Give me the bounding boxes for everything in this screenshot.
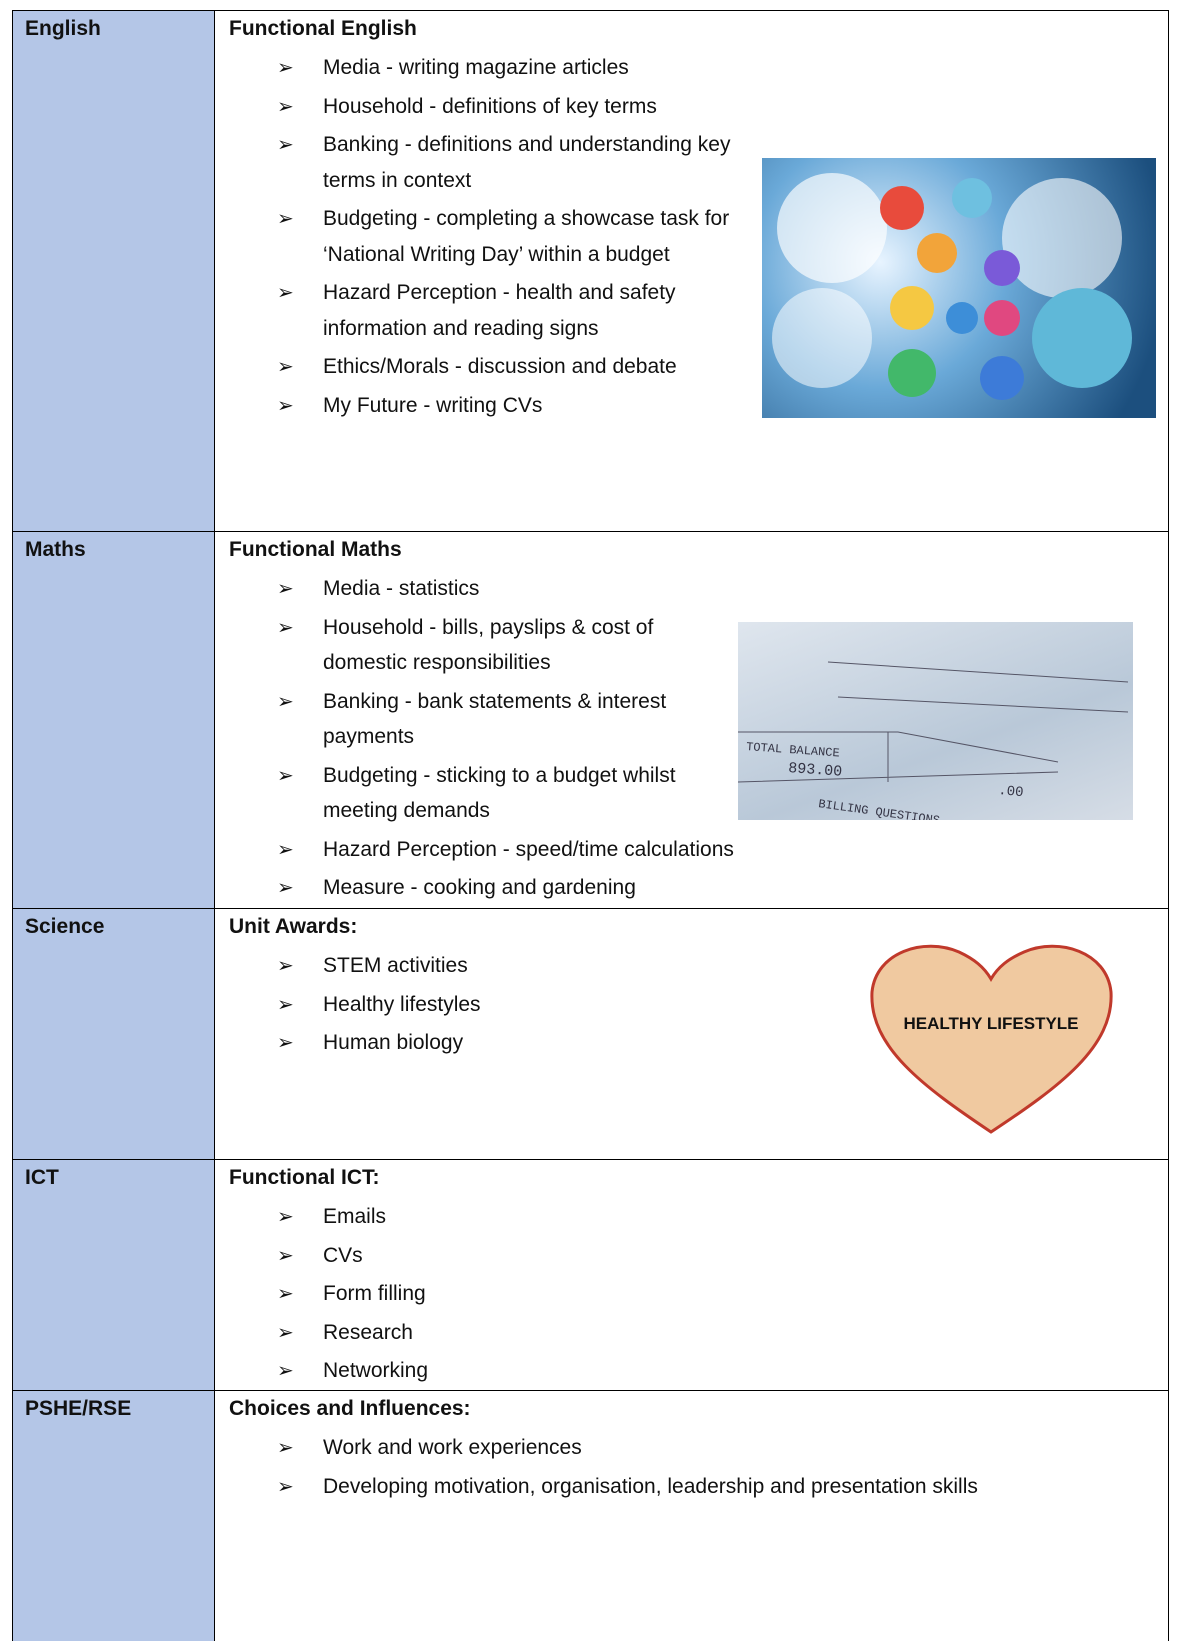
subject-cell: English <box>12 11 215 531</box>
content-cell: Functional English Media - writing magazi… <box>215 11 1169 531</box>
bullet-item: Emails <box>229 1199 1156 1235</box>
bullet-item: Hazard Perception - health and safety in… <box>229 275 1156 346</box>
bullet-item: Budgeting - completing a showcase task f… <box>229 201 1156 272</box>
bullet-item: Hazard Perception - speed/time calculati… <box>229 832 1156 868</box>
bullet-item: Banking - definitions and understanding … <box>229 127 1156 198</box>
content-cell: Functional ICT: EmailsCVsForm fillingRese… <box>215 1160 1169 1390</box>
bullet-list: STEM activitiesHealthy lifestylesHuman b… <box>229 948 1156 1061</box>
bullet-item: Healthy lifestyles <box>229 987 1156 1023</box>
section-heading: Functional Maths <box>229 538 402 561</box>
bullet-item: Budgeting - sticking to a budget whilst … <box>229 758 1156 829</box>
bullet-item: Networking <box>229 1353 1156 1389</box>
subject-cell: Maths <box>12 532 215 908</box>
bullet-list: EmailsCVsForm fillingResearchNetworking <box>229 1199 1156 1389</box>
bullet-item: Research <box>229 1315 1156 1351</box>
bullet-item: STEM activities <box>229 948 1156 984</box>
content-cell: Unit Awards:HEALTHY LIFESTYLESTEM activi… <box>215 909 1169 1159</box>
document-table: English Functional English Media - writing… <box>12 10 1169 1641</box>
bullet-item: Household - definitions of key terms <box>229 89 1156 125</box>
bullet-item: Developing motivation, organisation, lea… <box>229 1469 1156 1505</box>
bullet-item: Human biology <box>229 1025 1156 1061</box>
content-cell: Functional Maths TOTAL BALANCE 893.00.00 BI… <box>215 532 1169 908</box>
bullet-item: Media - writing magazine articles <box>229 50 1156 86</box>
bullet-item: Work and work experiences <box>229 1430 1156 1466</box>
section-heading: Functional English <box>229 17 417 40</box>
bullet-list: Work and work experiencesDeveloping moti… <box>229 1430 1156 1504</box>
section-heading: Functional ICT: <box>229 1166 380 1189</box>
table-row: Maths Functional Maths TOTAL BALANCE 893.00… <box>12 532 1169 909</box>
content-cell: Choices and Influences: Work and work exp… <box>215 1391 1169 1641</box>
bullet-item: Media - statistics <box>229 571 1156 607</box>
section-heading: Unit Awards: <box>229 915 358 938</box>
bullet-list: Media - writing magazine articlesHouseho… <box>229 50 1156 423</box>
section-heading: Choices and Influences: <box>229 1397 471 1420</box>
subject-cell: ICT <box>12 1160 215 1390</box>
bullet-item: Household - bills, payslips & cost of do… <box>229 610 1156 681</box>
bullet-item: Measure - cooking and gardening <box>229 870 1156 906</box>
table-row: PSHE/RSE Choices and Influences: Work and … <box>12 1391 1169 1641</box>
bullet-item: My Future - writing CVs <box>229 388 1156 424</box>
bullet-item: Form filling <box>229 1276 1156 1312</box>
table-row: English Functional English Media - writing… <box>12 11 1169 532</box>
bullet-item: CVs <box>229 1238 1156 1274</box>
bullet-item: Ethics/Morals - discussion and debate <box>229 349 1156 385</box>
subject-cell: Science <box>12 909 215 1159</box>
table-row: ICT Functional ICT: EmailsCVsForm fillingR… <box>12 1160 1169 1391</box>
subject-cell: PSHE/RSE <box>12 1391 215 1641</box>
bullet-list: Media - statisticsHousehold - bills, pay… <box>229 571 1156 906</box>
bullet-item: Banking - bank statements & interest pay… <box>229 684 1156 755</box>
